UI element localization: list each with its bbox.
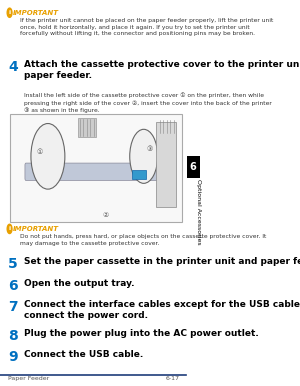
Text: Install the left side of the cassette protective cover ① on the printer, then wh: Install the left side of the cassette pr… (24, 93, 272, 113)
FancyBboxPatch shape (132, 170, 146, 179)
Text: 5: 5 (8, 257, 18, 271)
Text: 6-17: 6-17 (166, 376, 180, 381)
FancyBboxPatch shape (156, 122, 176, 207)
Text: IMPORTANT: IMPORTANT (13, 10, 59, 16)
Text: Connect the interface cables except for the USB cable, and
connect the power cor: Connect the interface cables except for … (24, 300, 300, 320)
Circle shape (7, 8, 12, 17)
Text: 6: 6 (8, 279, 18, 293)
Text: 7: 7 (8, 300, 18, 314)
Text: Attach the cassette protective cover to the printer unit and
paper feeder.: Attach the cassette protective cover to … (24, 60, 300, 80)
Text: 9: 9 (8, 350, 18, 364)
Text: i: i (8, 227, 11, 231)
Circle shape (130, 129, 158, 183)
Text: 4: 4 (8, 60, 18, 74)
Text: Plug the power plug into the AC power outlet.: Plug the power plug into the AC power ou… (24, 329, 259, 338)
Text: Open the output tray.: Open the output tray. (24, 279, 134, 288)
Text: IMPORTANT: IMPORTANT (13, 226, 59, 232)
Text: ①: ① (37, 149, 43, 156)
Circle shape (7, 224, 12, 234)
Circle shape (31, 124, 65, 189)
Text: ③: ③ (147, 146, 153, 152)
FancyBboxPatch shape (187, 156, 200, 178)
Text: 8: 8 (8, 329, 18, 343)
Text: ②: ② (103, 212, 109, 218)
Text: Set the paper cassette in the printer unit and paper feeder.: Set the paper cassette in the printer un… (24, 257, 300, 266)
FancyBboxPatch shape (10, 114, 182, 222)
Text: i: i (8, 10, 11, 15)
FancyBboxPatch shape (78, 118, 96, 137)
FancyBboxPatch shape (25, 163, 165, 180)
Text: Connect the USB cable.: Connect the USB cable. (24, 350, 143, 359)
Text: Optional Accessories: Optional Accessories (196, 179, 201, 245)
Text: If the printer unit cannot be placed on the paper feeder properly, lift the prin: If the printer unit cannot be placed on … (20, 18, 273, 36)
Text: 6: 6 (190, 162, 196, 172)
Text: Paper Feeder: Paper Feeder (8, 376, 49, 381)
Text: Do not put hands, press hard, or place objects on the cassette protective cover.: Do not put hands, press hard, or place o… (20, 234, 266, 246)
